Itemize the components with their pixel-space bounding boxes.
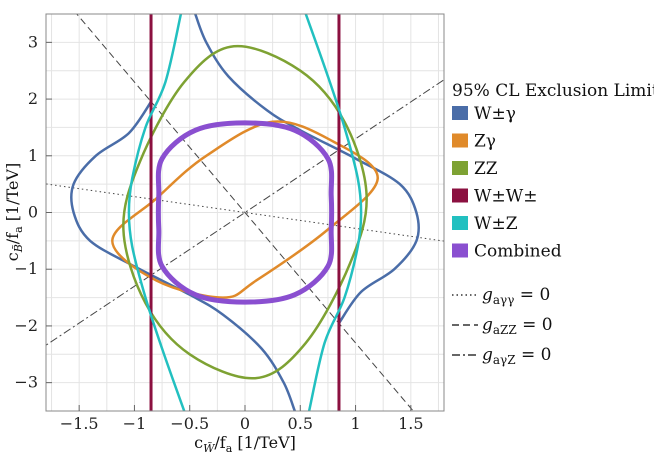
x-tick-label: −1 [123,414,147,433]
legend-label: W±W± [474,187,537,207]
legend: W±γ Zγ ZZ W±W± W±Z Combined [452,104,562,262]
y-tick-label: 0 [28,203,38,222]
legend-label: W±Z [474,214,518,234]
reference-line-dashed [76,14,414,411]
axis-ticks: −1.5 −1 −0.5 0 0.5 1 1.5 −3 −2 −1 0 1 2 3 [14,32,423,433]
legend-swatch [452,243,468,258]
legend-swatch [452,188,468,203]
x-tick-label: 0.5 [288,414,313,433]
x-tick-label: 0 [240,414,250,433]
legend-swatch [452,106,468,120]
y-tick-label: 2 [28,89,38,108]
series-line-zgamma [111,120,379,299]
x-tick-label: −0.5 [170,414,209,433]
x-axis-label: cW̃/fa [1/TeV] [194,433,296,455]
reference-legend-label: gaγZ = 0 [482,345,551,367]
x-tick-label: 1 [350,414,360,433]
legend-swatch [452,133,468,148]
series-line-wgamma-mirror [194,14,421,324]
series-line-wz-mirror [127,14,186,411]
legend-label: Zγ [474,132,496,152]
legend-label: ZZ [474,159,498,179]
series-line-wz [304,14,363,411]
exclusion-curves [69,14,421,411]
x-tick-label: −1.5 [60,414,99,433]
legend-title: 95% CL Exclusion Limits: [452,81,654,101]
y-tick-label: −1 [14,259,38,278]
legend-label: Combined [474,242,562,262]
grid [46,13,444,412]
y-tick-label: 1 [28,146,38,165]
series-line-wgamma [69,101,296,411]
reference-legend: gaγγ = 0 gaZZ = 0 gaγZ = 0 [452,285,553,367]
reference-legend-label: gaZZ = 0 [482,315,553,337]
legend-label: W±γ [474,104,516,124]
series-line-combined [155,120,335,305]
y-tick-label: 3 [28,32,38,51]
x-tick-label: 1.5 [398,414,423,433]
legend-swatch [452,216,468,230]
y-axis-label: cB̃/fa [1/TeV] [3,163,25,262]
reference-lines [46,14,444,411]
y-tick-label: −3 [14,373,38,392]
y-tick-label: −2 [14,316,38,335]
legend-swatch [452,161,468,175]
series-line-zz [122,44,368,380]
reference-legend-label: gaγγ = 0 [482,285,550,307]
